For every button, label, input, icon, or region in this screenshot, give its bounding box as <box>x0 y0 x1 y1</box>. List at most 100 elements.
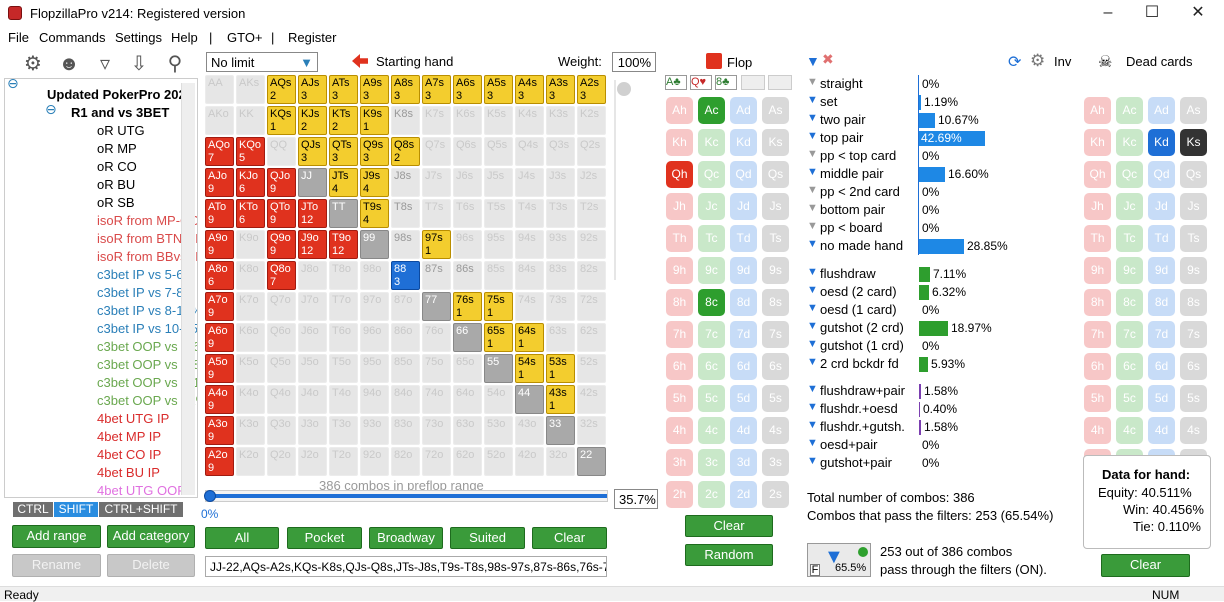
dead-card[interactable]: 6c <box>1116 353 1143 380</box>
flop-card[interactable]: 6d <box>730 353 757 380</box>
hand-cell[interactable]: KTo 6 <box>236 199 265 228</box>
dead-card[interactable]: Qh <box>1084 161 1111 188</box>
hand-cell[interactable]: QJo 9 <box>267 168 296 197</box>
hand-cell[interactable]: Q8o 7 <box>267 261 296 290</box>
dead-card[interactable]: 6h <box>1084 353 1111 380</box>
tree-item[interactable]: c3bet IP vs 7-8% <box>97 285 196 300</box>
filter-label[interactable]: flushdraw+pair <box>820 383 905 398</box>
hand-cell[interactable]: 96s <box>453 230 482 259</box>
hand-cell[interactable]: T5s <box>484 199 513 228</box>
filter-icon[interactable]: ▼ <box>807 356 818 368</box>
menu-help[interactable]: Help <box>171 30 198 45</box>
hand-cell[interactable]: Q7s <box>422 137 451 166</box>
flop-card[interactable]: 5d <box>730 385 757 412</box>
range-slider-thumb[interactable] <box>204 490 216 502</box>
collapse-icon[interactable]: ⊖ <box>7 78 19 91</box>
tree-item[interactable]: oR SB <box>97 195 135 210</box>
filter-icon[interactable]: ▼ <box>807 284 818 296</box>
hand-cell[interactable]: 77 <box>422 292 451 321</box>
filter-icon[interactable]: ▼ <box>807 302 818 314</box>
filter-toggle-button[interactable]: F ▼ 65.5% <box>807 543 871 577</box>
filter-label[interactable]: 2 crd bckdr fd <box>820 356 899 371</box>
hand-cell[interactable]: A6s 3 <box>453 75 482 104</box>
hand-cell[interactable]: QJs 3 <box>298 137 327 166</box>
hand-cell[interactable]: K6s <box>453 106 482 135</box>
filter-icon[interactable]: ▼ <box>807 238 818 250</box>
gear-icon[interactable]: ⚙ <box>24 53 42 75</box>
hand-cell[interactable]: J5s <box>484 168 513 197</box>
hand-cell[interactable]: T4o <box>329 385 358 414</box>
hand-cell[interactable]: 62o <box>453 447 482 476</box>
hand-cell[interactable]: T8o <box>329 261 358 290</box>
hand-cell[interactable]: 87o <box>391 292 420 321</box>
hand-cell[interactable]: K7s <box>422 106 451 135</box>
hand-cell[interactable]: T3s <box>546 199 575 228</box>
filter-icon[interactable]: ▼ <box>807 437 818 449</box>
hand-cell[interactable]: A4s 3 <box>515 75 544 104</box>
flop-card[interactable]: 9s <box>762 257 789 284</box>
hand-cell[interactable]: Q7o <box>267 292 296 321</box>
dead-card[interactable]: Qd <box>1148 161 1175 188</box>
hand-cell[interactable]: T7s <box>422 199 451 228</box>
flop-card[interactable]: Ks <box>762 129 789 156</box>
filter-label[interactable]: bottom pair <box>820 202 886 217</box>
import-icon[interactable]: ⇩ <box>130 53 148 75</box>
hand-cell[interactable]: 63s <box>546 323 575 352</box>
hand-cell[interactable]: 53s 1 <box>546 354 575 383</box>
hand-cell[interactable]: KTs 2 <box>329 106 358 135</box>
filter-icon[interactable]: ▼ <box>807 338 818 350</box>
clear-range-button[interactable]: Clear <box>532 527 607 549</box>
board-card-5[interactable] <box>768 75 792 90</box>
hand-cell[interactable]: 83s <box>546 261 575 290</box>
tree-item[interactable]: 4bet MP IP <box>97 429 162 444</box>
hand-cell[interactable]: Q8s 2 <box>391 137 420 166</box>
dead-card[interactable]: 4d <box>1148 417 1175 444</box>
hand-cell[interactable]: J7o <box>298 292 327 321</box>
hand-cell[interactable]: 82o <box>391 447 420 476</box>
dead-card[interactable]: Jd <box>1148 193 1175 220</box>
hand-cell[interactable]: J8s <box>391 168 420 197</box>
select-pocket-button[interactable]: Pocket <box>287 527 362 549</box>
filter-label[interactable]: flushdr.+oesd <box>820 401 898 416</box>
delete-button[interactable]: Delete <box>107 554 195 577</box>
menu-settings[interactable]: Settings <box>115 30 162 45</box>
filter-icon[interactable]: ▼ <box>807 419 818 431</box>
range-text-field[interactable]: JJ-22,AQs-A2s,KQs-K8s,QJs-Q8s,JTs-J8s,T9… <box>205 556 607 577</box>
hand-cell[interactable]: K2o <box>236 447 265 476</box>
hand-cell[interactable]: J9o 12 <box>298 230 327 259</box>
hand-cell[interactable]: 55 <box>484 354 513 383</box>
filter-label[interactable]: two pair <box>820 112 866 127</box>
hand-cell[interactable]: 65o <box>453 354 482 383</box>
hand-cell[interactable]: QTo 9 <box>267 199 296 228</box>
filter-label[interactable]: oesd+pair <box>820 437 878 452</box>
flop-card[interactable]: Qh <box>666 161 693 188</box>
hand-cell[interactable]: 95s <box>484 230 513 259</box>
dead-card[interactable]: 5d <box>1148 385 1175 412</box>
hand-cell[interactable]: A2o 9 <box>205 447 234 476</box>
hand-cell[interactable]: 88 3 <box>391 261 420 290</box>
tree-item[interactable]: c3bet OOP vs 8-10% <box>97 375 197 390</box>
hand-cell[interactable]: AKs <box>236 75 265 104</box>
flop-card[interactable]: Ac <box>698 97 725 124</box>
hand-cell[interactable]: 82s <box>577 261 606 290</box>
maximize-button[interactable]: ☐ <box>1144 4 1160 21</box>
flop-card[interactable]: 6h <box>666 353 693 380</box>
filter-label[interactable]: no made hand <box>820 238 904 253</box>
collapse-icon[interactable]: ⊖ <box>45 101 57 117</box>
dead-card[interactable]: 6d <box>1148 353 1175 380</box>
hand-cell[interactable]: 43s 1 <box>546 385 575 414</box>
hand-cell[interactable]: 85o <box>391 354 420 383</box>
menu-file[interactable]: File <box>8 30 29 45</box>
filter-icon[interactable]: ▼ <box>806 53 820 69</box>
hand-cell[interactable]: 86s <box>453 261 482 290</box>
dead-card[interactable]: 6s <box>1180 353 1207 380</box>
hand-cell[interactable]: J6o <box>298 323 327 352</box>
hand-cell[interactable]: A8o 6 <box>205 261 234 290</box>
hand-cell[interactable]: 72s <box>577 292 606 321</box>
hand-cell[interactable]: A3o 9 <box>205 416 234 445</box>
dead-card[interactable]: 8d <box>1148 289 1175 316</box>
flop-card[interactable]: Ts <box>762 225 789 252</box>
flop-clear-button[interactable]: Clear <box>685 515 773 537</box>
dead-card[interactable]: Jh <box>1084 193 1111 220</box>
hand-cell[interactable]: Q4o <box>267 385 296 414</box>
